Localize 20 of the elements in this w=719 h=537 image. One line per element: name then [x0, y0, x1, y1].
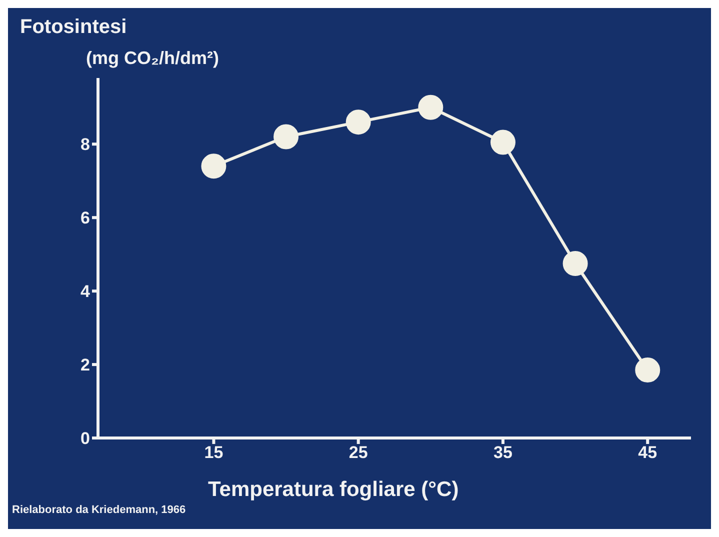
text: Rielaborato da Kriedemann, 1966 [12, 504, 186, 516]
point [562, 251, 588, 276]
x-tick-label: 35 [494, 443, 512, 462]
point [201, 154, 226, 179]
point [346, 110, 371, 135]
y-tick-label: 8 [80, 135, 90, 154]
x-axis-title: Temperatura fogliare (°C) [208, 478, 459, 502]
point [635, 358, 660, 383]
y-tick-label: 4 [80, 282, 91, 302]
y-tick-label: 0 [80, 429, 90, 448]
x-tick-label: 45 [638, 443, 658, 462]
point [274, 124, 299, 150]
point [418, 94, 444, 120]
y-tick-label: 6 [80, 208, 90, 228]
x-tick-label: 25 [348, 443, 368, 462]
chart-title: Fotosintesi [20, 16, 127, 39]
y-axis-title: (mg CO₂/h/dm²) [86, 48, 219, 69]
y-tick-label: 2 [80, 356, 90, 375]
x-tick-label: 15 [204, 443, 224, 462]
point [490, 130, 516, 155]
